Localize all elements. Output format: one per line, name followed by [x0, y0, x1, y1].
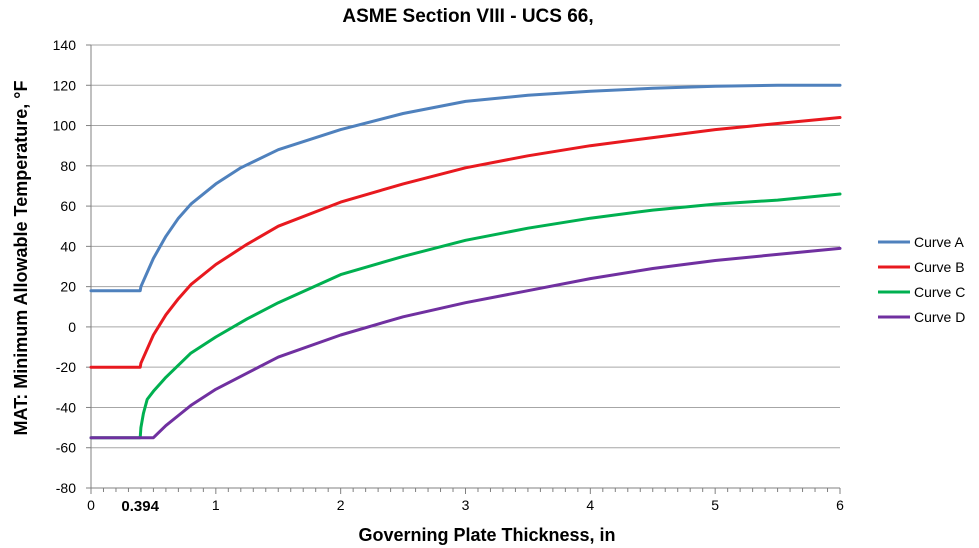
y-tick-label: -60	[56, 440, 76, 456]
series-line-curve-b	[89, 116, 842, 369]
series-line-curve-d	[89, 246, 842, 440]
legend: Curve A Curve B Curve C Curve D	[878, 234, 965, 325]
y-tick-label: 60	[60, 198, 76, 214]
y-tick-label: -40	[56, 399, 76, 415]
x-tick-label: 2	[337, 497, 345, 513]
y-tick-label: 80	[60, 158, 76, 174]
x-special-tick-label: 0.394	[121, 498, 159, 515]
axes: -80 -60 -40 -20 0 20 40 60 80 100 120 140 0 1 2 3 4 5 6 0.3…	[53, 37, 844, 515]
x-tick-label: 4	[586, 497, 594, 513]
legend-label-curve-b: Curve B	[914, 259, 965, 275]
x-axis-title: Governing Plate Thickness, in	[358, 525, 615, 545]
y-tick-label: 40	[60, 238, 76, 254]
x-tick-label: 3	[462, 497, 470, 513]
y-tick-label: 140	[53, 37, 77, 53]
y-tick-label: 20	[60, 279, 76, 295]
x-tick-label: 1	[212, 497, 220, 513]
y-tick-label: 100	[53, 118, 77, 134]
y-axis-title: MAT: Minimum Allowable Temperature, °F	[11, 81, 31, 436]
x-tick-label: 6	[836, 497, 844, 513]
series-line-curve-a	[89, 83, 842, 293]
y-tick-label: 120	[53, 77, 77, 93]
y-tick-label: -20	[56, 359, 76, 375]
y-tick-label: 0	[68, 319, 76, 335]
x-tick-label: 0	[87, 497, 95, 513]
y-tick-label: -80	[56, 480, 76, 496]
chart-title: ASME Section VIII - UCS 66,	[342, 6, 593, 27]
series-lines	[89, 83, 842, 440]
legend-label-curve-c: Curve C	[914, 284, 965, 300]
x-tick-label: 5	[711, 497, 719, 513]
legend-label-curve-d: Curve D	[914, 309, 965, 325]
legend-label-curve-a: Curve A	[914, 234, 964, 250]
grid-lines	[91, 44, 840, 489]
series-line-curve-c	[89, 192, 842, 440]
